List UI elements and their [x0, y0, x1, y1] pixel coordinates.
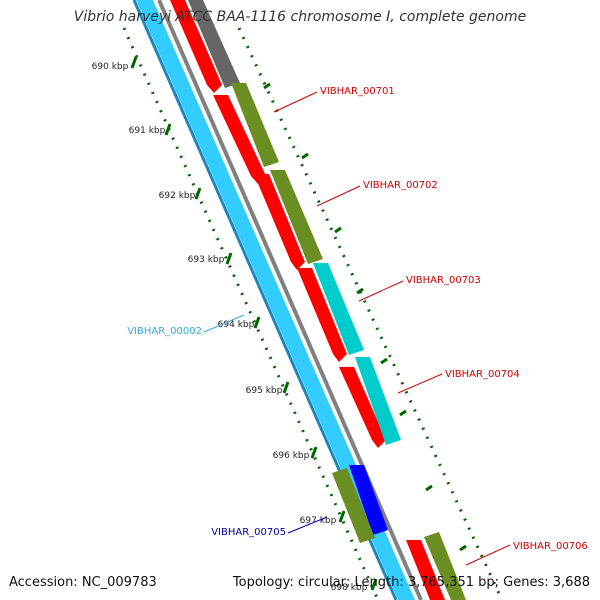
tick-mark: [338, 510, 346, 523]
tick-label: 696 kbp: [273, 451, 310, 461]
cds-feature: [406, 540, 445, 600]
label-leader-line: [358, 280, 404, 302]
tick-mark: [425, 484, 433, 492]
cds-feature: [213, 95, 266, 184]
tick-mark: [310, 446, 318, 459]
gene-label: VIBHAR_00002: [127, 326, 202, 337]
tick-mark: [225, 252, 233, 265]
tick-mark: [130, 56, 138, 69]
gray-feature: [188, 0, 240, 88]
forward-strand-features: [188, 0, 466, 600]
gene-label: VIBHAR_00703: [406, 275, 481, 286]
olive-feature: [424, 532, 466, 600]
label-leader-line: [287, 516, 328, 534]
label-leader-line: [203, 314, 245, 333]
contig-band: [136, 0, 415, 600]
olive-feature: [270, 170, 323, 264]
tick-mark: [301, 152, 309, 160]
olive-feature: [332, 468, 375, 543]
tick-label: 692 kbp: [159, 191, 196, 201]
scale-ticks: 690 kbp 691 kbp 692 kbp 693 kbp 694 kbp 695 k…: [92, 56, 467, 593]
tick-mark: [334, 226, 342, 234]
gene-label: VIBHAR_00704: [445, 369, 520, 380]
cds-feature: [170, 0, 222, 93]
tick-mark: [194, 187, 202, 200]
cds-feature: [339, 367, 386, 448]
tick-mark: [253, 316, 261, 329]
tick-mark: [370, 578, 378, 591]
label-leader-line: [397, 373, 443, 394]
tick-label: 694 kbp: [218, 320, 255, 330]
guide-line-inner: [122, 27, 380, 600]
tick-label: 698 kbp: [331, 583, 368, 593]
cyan-feature: [313, 263, 364, 355]
gene-labels: VIBHAR_00701 VIBHAR_00702 VIBHAR_00703 VIBH…: [127, 86, 588, 566]
tick-mark: [356, 287, 364, 295]
reverse-strand-features: [170, 0, 445, 600]
label-leader-line: [273, 91, 318, 113]
cyan-feature: [355, 357, 401, 445]
cds-feature: [349, 465, 388, 535]
label-leader-line: [465, 544, 511, 566]
tick-label: 693 kbp: [188, 255, 225, 265]
tick-label: 691 kbp: [129, 126, 166, 136]
genome-summary: Topology: circular; Length: 3,765,351 bp…: [232, 575, 590, 590]
tick-label: 695 kbp: [246, 386, 283, 396]
tick-mark: [164, 123, 172, 136]
tick-mark: [380, 357, 388, 365]
gene-label: VIBHAR_00702: [363, 180, 438, 191]
cds-feature: [254, 174, 305, 270]
gene-label: VIBHAR_00706: [513, 541, 588, 552]
olive-feature: [231, 83, 279, 167]
map-title: Vibrio harveyi ATCC BAA-1116 chromosome …: [73, 9, 527, 25]
label-leader-line: [316, 185, 361, 207]
tick-mark: [263, 82, 271, 90]
gene-label: VIBHAR_00701: [320, 86, 395, 97]
cds-feature: [297, 268, 347, 362]
backbone: [157, 0, 423, 600]
tick-label: 690 kbp: [92, 62, 129, 72]
tick-mark: [459, 544, 467, 552]
tick-mark: [282, 381, 290, 394]
gene-label: VIBHAR_00705: [211, 527, 286, 538]
tick-mark: [399, 409, 407, 417]
accession-text: Accession: NC_009783: [9, 575, 157, 590]
